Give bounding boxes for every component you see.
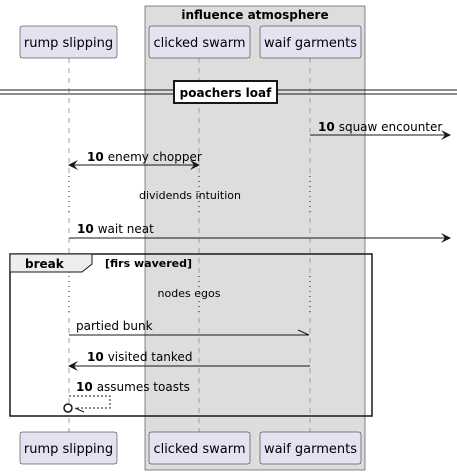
message-wait-neat: 10 wait neat [69,222,451,243]
participant-waif-garments-bottom: waif garments [259,431,362,465]
divider-label: poachers loaf [180,86,272,100]
message-partied-bunk: partied bunk [69,319,310,336]
delay-label: dividends intuition [139,189,241,202]
participant-box-title: influence atmosphere [181,8,328,22]
participant-label: clicked swarm [153,442,245,457]
group-break: break [firs wavered] [9,253,373,417]
participant-clicked-swarm-bottom: clicked swarm [148,431,251,465]
message-squaw-encounter: 10 squaw encounter [310,120,451,140]
message-seq: 10 [76,380,93,394]
group-condition: [firs wavered] [105,257,192,270]
message-text: assumes toasts [97,380,190,394]
participant-label: rump slipping [24,442,113,457]
message-text: squaw encounter [339,120,443,134]
message-text: visited tanked [108,350,193,364]
participant-label: waif garments [264,36,357,51]
message-text: wait neat [98,222,154,236]
delay-dividends-intuition: dividends intuition [68,176,311,212]
participant-waif-garments-top: waif garments [259,25,362,59]
lost-message-circle [63,403,73,413]
participant-rump-slipping-bottom: rump slipping [19,431,118,465]
participant-label: clicked swarm [153,36,245,51]
group-keyword: break [25,257,65,271]
message-seq: 10 [87,150,104,164]
message-seq: 10 [318,120,335,134]
participant-label: rump slipping [24,36,113,51]
message-visited-tanked: 10 visited tanked [68,350,310,371]
delay-nodes-egos: nodes egos [68,276,311,312]
message-text: enemy chopper [108,150,202,164]
delay-label: nodes egos [158,287,221,300]
message-text: partied bunk [76,319,153,333]
participant-clicked-swarm-top: clicked swarm [148,25,251,59]
message-seq: 10 [77,222,94,236]
participant-rump-slipping-top: rump slipping [19,25,118,59]
divider: poachers loaf [0,80,457,104]
message-seq: 10 [87,350,104,364]
participant-label: waif garments [264,442,357,457]
message-enemy-chopper: 10 enemy chopper [68,150,202,170]
message-assumes-toasts: 10 assumes toasts [63,380,190,413]
